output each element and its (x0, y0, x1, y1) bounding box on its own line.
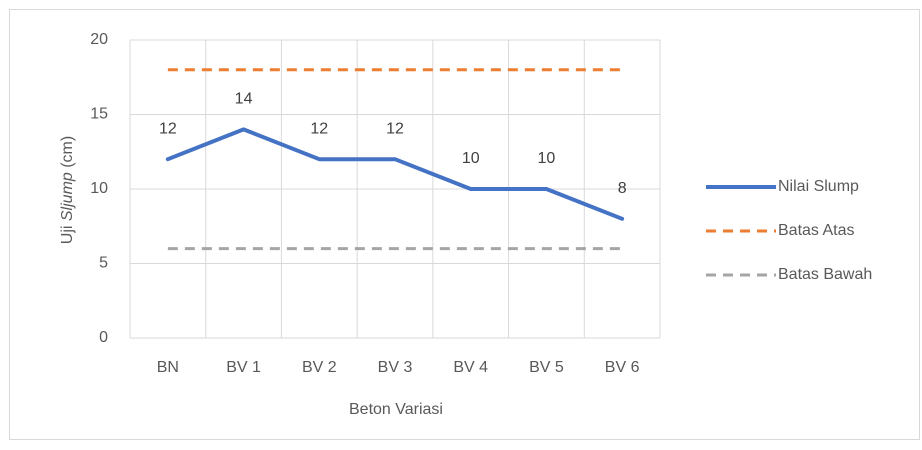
x-tick-label: BV 4 (453, 359, 488, 376)
legend-label: Batas Bawah (778, 266, 872, 283)
x-tick-label: BN (157, 359, 179, 376)
data-label: 8 (618, 180, 627, 197)
x-tick-label: BV 6 (605, 359, 640, 376)
y-axis-label-part: (cm) (59, 136, 76, 172)
x-tick-label: BV 5 (529, 359, 564, 376)
data-label: 12 (386, 120, 404, 137)
data-label: 10 (538, 150, 556, 167)
x-axis-label: Beton Variasi (349, 401, 443, 418)
legend-label: Nilai Slump (778, 178, 859, 195)
chart-border (9, 9, 920, 440)
data-label: 14 (235, 91, 253, 108)
y-tick-label: 10 (90, 180, 108, 197)
y-tick-label: 15 (90, 106, 108, 123)
x-tick-label: BV 1 (226, 359, 261, 376)
legend-label: Batas Atas (778, 222, 855, 239)
y-tick-label: 5 (99, 255, 108, 272)
data-label: 12 (310, 120, 328, 137)
x-tick-label: BV 3 (378, 359, 413, 376)
y-axis-label: Uji Sljump (cm) (59, 136, 76, 244)
y-tick-label: 20 (90, 31, 108, 48)
y-tick-label: 0 (99, 329, 108, 346)
data-label: 10 (462, 150, 480, 167)
y-axis-label-part: Uji (59, 221, 76, 244)
y-axis-label-part: Sljump (59, 172, 76, 221)
series-line (165, 127, 625, 221)
x-tick-label: BV 2 (302, 359, 337, 376)
data-label: 12 (159, 120, 177, 137)
